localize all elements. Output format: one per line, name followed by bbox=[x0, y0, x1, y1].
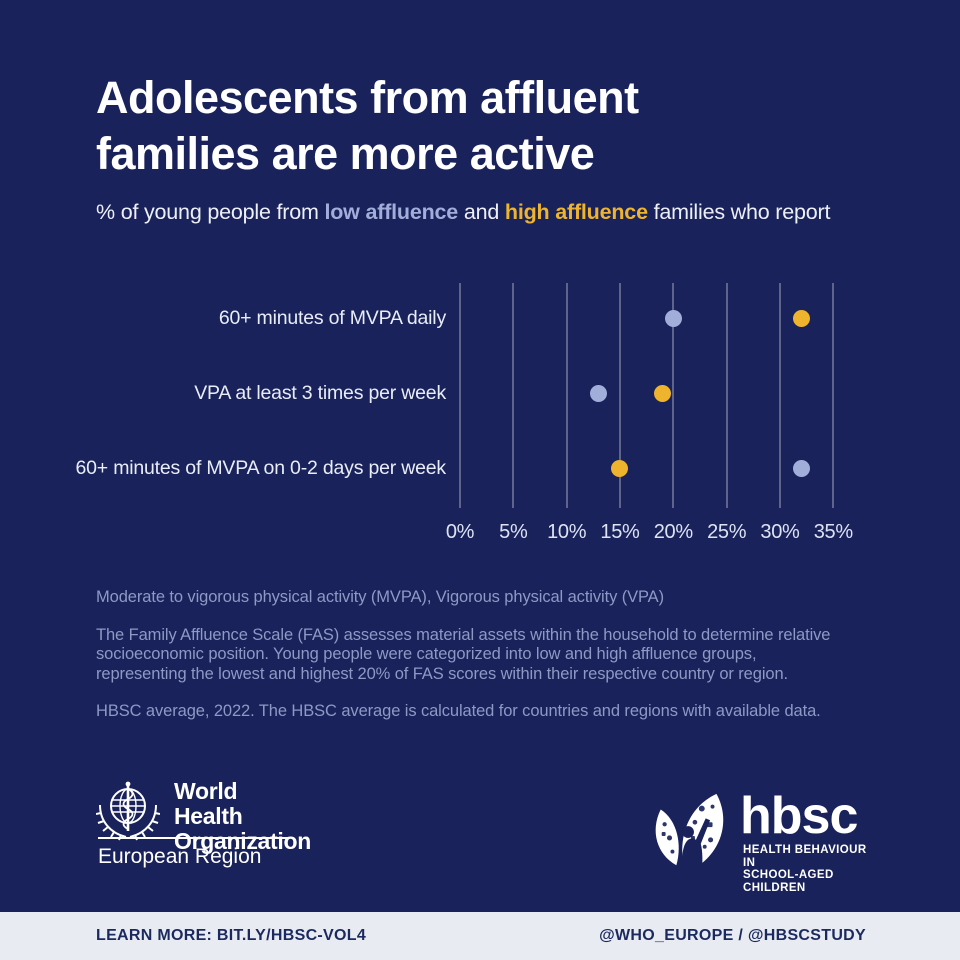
dot-high-affluence bbox=[792, 309, 810, 327]
who-text-line-2: Organization bbox=[174, 828, 311, 854]
who-logo-text: World Health Organization bbox=[174, 779, 311, 854]
x-axis-tick-label: 25% bbox=[707, 521, 747, 543]
hbsc-tagline: HEALTH BEHAVIOUR IN SCHOOL-AGED CHILDREN bbox=[743, 844, 878, 894]
category-label: 60+ minutes of MVPA on 0-2 days per week bbox=[75, 457, 447, 479]
hbsc-wordmark: hbsc bbox=[740, 787, 858, 845]
gridline bbox=[778, 283, 781, 508]
footnote-hbsc-average: HBSC average, 2022. The HBSC average is … bbox=[96, 702, 821, 720]
gridline bbox=[672, 283, 675, 508]
x-axis-tick-label: 10% bbox=[547, 521, 587, 543]
page-title: Adolescents from affluent families are m… bbox=[96, 70, 856, 182]
subtitle-suffix: families who report bbox=[647, 200, 831, 224]
gridline bbox=[832, 283, 835, 508]
legend-low-affluence: low affluence bbox=[324, 200, 459, 224]
footer-learn-more: LEARN MORE: BIT.LY/HBSC-VOL4 bbox=[96, 927, 367, 944]
x-axis-tick-label: 5% bbox=[499, 521, 528, 543]
gridline bbox=[725, 283, 728, 508]
who-divider-line bbox=[98, 837, 288, 839]
dot-low-affluence bbox=[664, 309, 682, 327]
footer-social-handles: @WHO_EUROPE / @HBSCSTUDY bbox=[599, 927, 866, 944]
gridline bbox=[512, 283, 515, 508]
who-region-label: European Region bbox=[98, 845, 262, 868]
chart-subtitle-legend: % of young people from low affluence and… bbox=[96, 200, 896, 225]
gridline bbox=[618, 283, 621, 508]
title-line-1: Adolescents from affluent bbox=[96, 72, 639, 123]
dot-low-affluence bbox=[792, 459, 810, 477]
title-line-2: families are more active bbox=[96, 128, 595, 179]
dot-high-affluence bbox=[611, 459, 629, 477]
footnote-fas-definition: The Family Affluence Scale (FAS) assesse… bbox=[96, 625, 831, 683]
x-axis-tick-label: 15% bbox=[600, 521, 640, 543]
x-axis-tick-label: 30% bbox=[760, 521, 800, 543]
footnote-abbreviations: Moderate to vigorous physical activity (… bbox=[96, 588, 664, 606]
x-axis-tick-label: 0% bbox=[445, 521, 475, 543]
legend-high-affluence: high affluence bbox=[504, 200, 648, 224]
category-label: 60+ minutes of MVPA daily bbox=[218, 307, 446, 329]
footnotes: Moderate to vigorous physical activity (… bbox=[96, 588, 844, 740]
hbsc-tagline-line-1: HEALTH BEHAVIOUR IN bbox=[743, 844, 867, 869]
gridline bbox=[459, 283, 461, 508]
hbsc-emblem-icon bbox=[655, 793, 724, 874]
dot-high-affluence bbox=[654, 384, 672, 402]
hbsc-tagline-line-2: SCHOOL-AGED CHILDREN bbox=[743, 869, 834, 894]
hbsc-logo: hbsc HEALTH BEHAVIOUR IN SCHOOL-AGED CHI… bbox=[648, 787, 878, 894]
dot-low-affluence bbox=[590, 384, 608, 402]
x-axis-tick-label: 20% bbox=[653, 521, 693, 543]
x-axis-tick-label: 35% bbox=[813, 521, 853, 543]
gridline bbox=[565, 283, 568, 508]
who-text-line-1: World Health bbox=[174, 778, 243, 829]
footer-bar: LEARN MORE: BIT.LY/HBSC-VOL4 @WHO_EUROPE… bbox=[0, 912, 960, 960]
category-label: VPA at least 3 times per week bbox=[194, 382, 446, 404]
subtitle-mid: and bbox=[458, 200, 505, 224]
subtitle-prefix: % of young people from bbox=[96, 200, 325, 224]
who-emblem-icon bbox=[96, 781, 160, 841]
